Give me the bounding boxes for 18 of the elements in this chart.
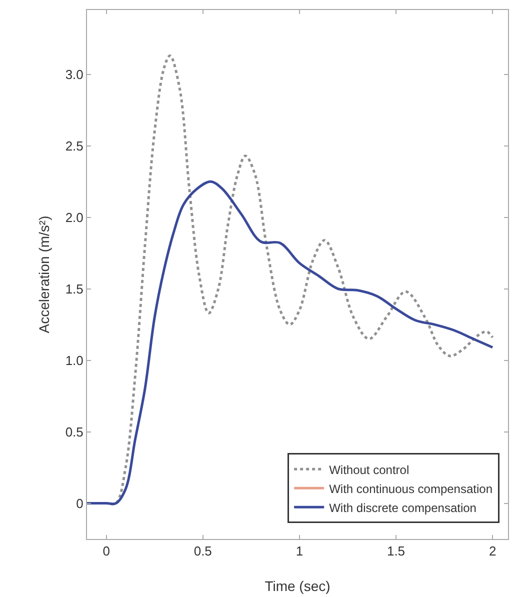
legend-label: With discrete compensation [329,500,476,515]
y-tick-label: 0.5 [65,424,84,440]
y-axis-title: Acceleration (m/s²) [36,216,52,334]
y-tick-label: 1.0 [65,352,84,368]
x-tick-label: 0.5 [194,544,212,559]
y-tick-label: 0 [76,496,84,511]
y-tick-label: 2.5 [65,138,84,154]
legend-label: Without control [329,462,410,477]
x-tick-label: 1.5 [386,544,406,559]
x-axis-title: Time (sec) [264,578,330,594]
legend-label: With continuous compensation [329,482,493,496]
line-series [87,180,494,505]
y-tick-label: 2.0 [65,210,84,225]
x-tick-label: 1 [296,544,304,559]
y-tick-label: 1.5 [65,281,84,296]
y-tick-label: 3.0 [65,66,84,82]
x-tick-label: 0 [102,544,110,559]
x-tick-label: 2 [488,544,496,559]
